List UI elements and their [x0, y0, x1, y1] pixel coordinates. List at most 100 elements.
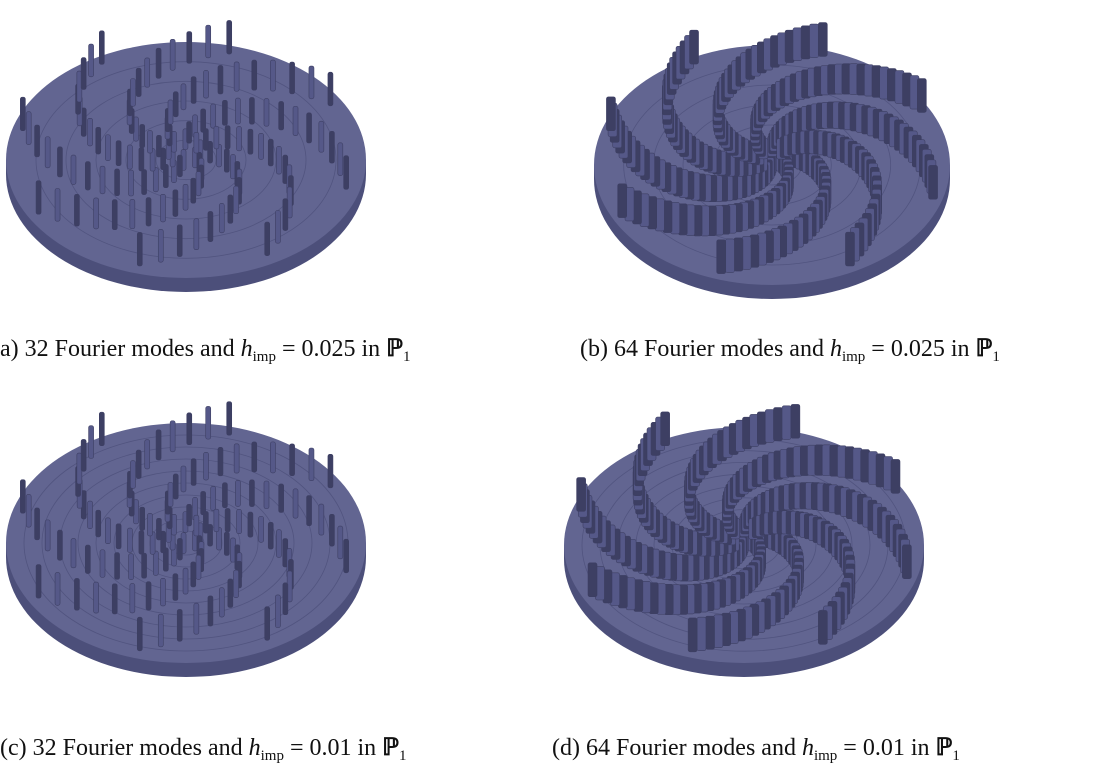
blade-segment: [916, 78, 927, 113]
blade-segment: [130, 460, 136, 489]
blade-segment: [845, 231, 855, 267]
blade-segment: [57, 529, 63, 561]
caption-a-value: = 0.025 in: [275, 336, 387, 362]
blade-segment: [203, 70, 209, 99]
blade-segment: [95, 509, 102, 538]
blade-segment: [70, 154, 77, 185]
blade-segment: [251, 441, 258, 473]
blade-segment: [696, 616, 707, 651]
blade-segment: [207, 595, 214, 627]
blade-segment: [275, 594, 281, 628]
blade-segment: [687, 617, 698, 653]
blade-segment: [180, 83, 187, 111]
blade-segment: [267, 521, 274, 550]
blade-segment: [160, 193, 166, 223]
blade-segment: [44, 136, 51, 169]
blade-segment: [247, 511, 254, 538]
blade-segment: [263, 480, 270, 509]
blade-segment: [35, 564, 42, 599]
blade-segment: [270, 441, 276, 474]
blade-segment: [741, 236, 752, 270]
blade-segment: [292, 105, 299, 136]
blade-segment: [136, 616, 143, 652]
blade-segment: [222, 100, 228, 126]
blade-segment: [156, 135, 162, 158]
blade-segment: [167, 482, 174, 507]
blade-segment: [147, 513, 153, 537]
blade-segment: [337, 525, 344, 560]
blade-segment: [88, 425, 94, 459]
blade-segment: [80, 57, 87, 90]
blade-segment: [138, 530, 145, 555]
blade-segment: [114, 552, 120, 580]
blade-segment: [127, 144, 133, 170]
blade-segment: [247, 128, 254, 155]
blade-segment: [135, 449, 142, 479]
blade-segment: [182, 567, 189, 595]
panel-a-render: [0, 0, 375, 300]
blade-segment: [218, 203, 225, 234]
blade-segment: [130, 78, 136, 107]
blade-segment: [203, 511, 209, 534]
caption-d: (d) 64 Fourier modes and himp = 0.01 in …: [552, 733, 960, 771]
blade-segment: [155, 47, 162, 79]
caption-a-space: ℙ: [386, 336, 403, 362]
blade-segment: [343, 538, 349, 574]
blade-segment: [337, 142, 344, 176]
blade-segment: [74, 193, 80, 227]
impeller-render-b: [594, 22, 950, 299]
blade-segment: [705, 615, 715, 650]
blade-segment: [35, 180, 42, 215]
caption-b-h: h: [829, 336, 842, 362]
blade-segment: [902, 544, 912, 579]
blade-segment: [308, 447, 315, 482]
impeller-render-d: [564, 404, 924, 677]
caption-b-space: ℙ: [975, 336, 993, 362]
blade-segment: [138, 147, 145, 172]
blade-segment: [236, 509, 242, 534]
blade-segment: [764, 409, 775, 443]
blade-segment: [227, 194, 234, 224]
blade-segment: [114, 168, 120, 197]
blade-segment: [792, 27, 803, 61]
caption-c-space: ℙ: [382, 735, 399, 761]
blade-segment: [773, 407, 783, 442]
blade-segment: [172, 473, 179, 500]
blade-segment: [205, 406, 212, 440]
blade-segment: [210, 103, 217, 129]
blade-segment: [207, 524, 213, 547]
blade-segment: [70, 538, 77, 569]
blade-segment: [233, 185, 239, 215]
blade-segment: [217, 65, 224, 95]
caption-a-prefix: a) 32 Fourier modes and: [0, 336, 241, 362]
blade-segment: [587, 562, 598, 597]
blade-segment: [180, 465, 187, 493]
blade-segment: [144, 439, 151, 470]
caption-d-h: h: [801, 735, 814, 761]
impeller-render-a: [6, 20, 366, 292]
blade-segment: [172, 573, 179, 601]
blade-segment: [235, 97, 241, 125]
caption-c-sub: imp: [260, 748, 284, 764]
blade-segment: [129, 199, 136, 230]
blade-segment: [152, 550, 159, 576]
blade-segment: [210, 486, 217, 511]
blade-segment: [308, 65, 315, 100]
blade-segment: [217, 447, 224, 477]
blade-segment: [606, 96, 616, 132]
blade-segment: [144, 57, 151, 88]
blade-segment: [222, 482, 228, 509]
blade-segment: [576, 477, 586, 512]
blade-segment: [292, 488, 299, 519]
blade-segment: [224, 531, 230, 556]
blade-segment: [139, 506, 145, 531]
blade-segment: [172, 91, 179, 118]
blade-segment: [318, 503, 325, 536]
blade-segment: [258, 516, 264, 543]
blade-segment: [203, 128, 209, 151]
blade-segment: [343, 155, 349, 190]
blade-segment: [660, 411, 670, 446]
panel-c-render: [0, 375, 375, 685]
blade-segment: [725, 238, 735, 273]
blade-segment: [716, 239, 727, 274]
